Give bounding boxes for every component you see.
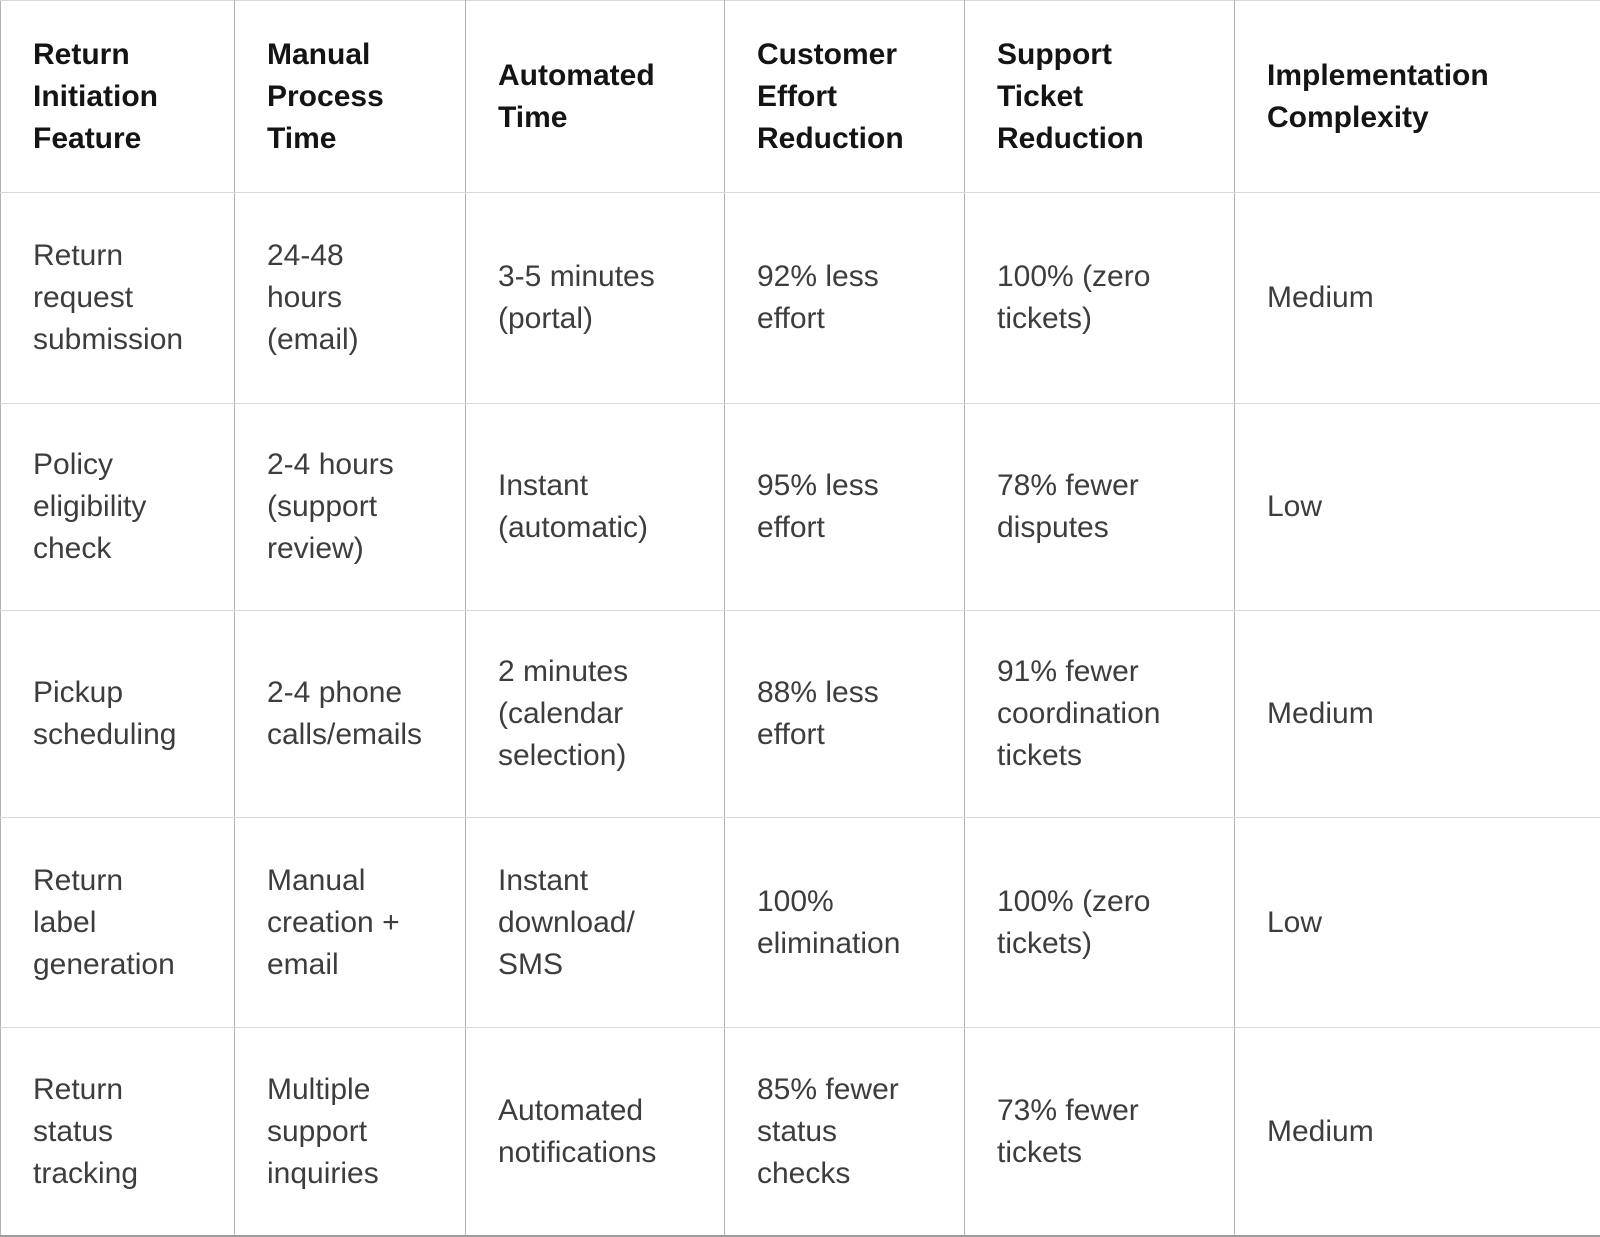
cell-effort-reduction: 88% less effort [724, 610, 965, 819]
cell-feature: Return label generation [0, 817, 235, 1029]
table-row-pickup-scheduling: Pickup scheduling 2-4 phone calls/emails… [0, 610, 1600, 819]
table-row-return-request-submission: Return request submission 24-48 hours (e… [0, 191, 1600, 405]
header-row: Return Initiation Feature Manual Process… [0, 0, 1600, 193]
cell-ticket-reduction: 91% fewer coordination tickets [964, 610, 1235, 819]
cell-automated-time: 2 minutes (calendar selection) [465, 610, 725, 819]
cell-effort-reduction: 95% less effort [724, 403, 965, 612]
cell-automated-time: Instant download/ SMS [465, 817, 725, 1029]
header-customer-effort-reduction: Customer Effort Reduction [724, 0, 965, 193]
header-support-ticket-reduction: Support Ticket Reduction [964, 0, 1235, 193]
cell-complexity: Medium [1234, 191, 1600, 405]
cell-effort-reduction: 85% fewer status checks [724, 1027, 965, 1237]
cell-feature: Policy eligibility check [0, 403, 235, 612]
cell-complexity: Medium [1234, 1027, 1600, 1237]
table-row-return-status-tracking: Return status tracking Multiple support … [0, 1027, 1600, 1237]
header-implementation-complexity: Implementation Complexity [1234, 0, 1600, 193]
cell-ticket-reduction: 100% (zero tickets) [964, 817, 1235, 1029]
cell-manual-time: 24-48 hours (email) [234, 191, 466, 405]
cell-manual-time: 2-4 hours (support review) [234, 403, 466, 612]
cell-complexity: Low [1234, 403, 1600, 612]
cell-ticket-reduction: 73% fewer tickets [964, 1027, 1235, 1237]
cell-ticket-reduction: 78% fewer disputes [964, 403, 1235, 612]
cell-complexity: Medium [1234, 610, 1600, 819]
cell-automated-time: Automated notifications [465, 1027, 725, 1237]
cell-effort-reduction: 100% elimination [724, 817, 965, 1029]
cell-feature: Pickup scheduling [0, 610, 235, 819]
table-row-return-label-generation: Return label generation Manual creation … [0, 817, 1600, 1029]
cell-manual-time: Multiple support inquiries [234, 1027, 466, 1237]
header-return-initiation-feature: Return Initiation Feature [0, 0, 235, 193]
header-automated-time: Automated Time [465, 0, 725, 193]
cell-effort-reduction: 92% less effort [724, 191, 965, 405]
cell-manual-time: 2-4 phone calls/emails [234, 610, 466, 819]
cell-feature: Return status tracking [0, 1027, 235, 1237]
cell-feature: Return request submission [0, 191, 235, 405]
cell-automated-time: 3-5 minutes (portal) [465, 191, 725, 405]
table-row-policy-eligibility-check: Policy eligibility check 2-4 hours (supp… [0, 403, 1600, 612]
cell-automated-time: Instant (automatic) [465, 403, 725, 612]
cell-ticket-reduction: 100% (zero tickets) [964, 191, 1235, 405]
header-manual-process-time: Manual Process Time [234, 0, 466, 193]
cell-manual-time: Manual creation + email [234, 817, 466, 1029]
cell-complexity: Low [1234, 817, 1600, 1029]
